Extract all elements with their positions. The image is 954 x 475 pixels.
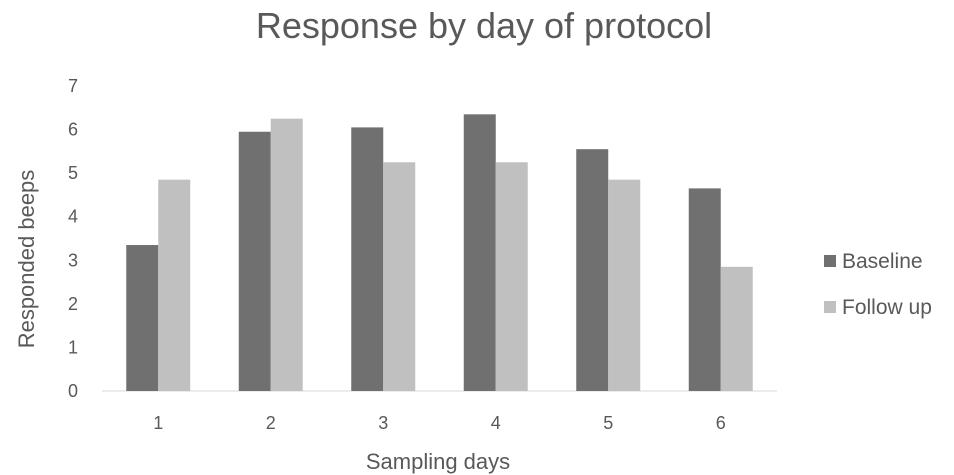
x-axis-title: Sampling days xyxy=(366,449,510,474)
bar-baseline xyxy=(576,149,609,391)
x-tick-label: 1 xyxy=(153,413,163,433)
y-axis-title: Responded beeps xyxy=(14,170,39,349)
x-tick-label: 3 xyxy=(378,413,388,433)
bar-follow-up xyxy=(383,162,416,391)
legend-swatch xyxy=(824,255,836,267)
bars xyxy=(126,114,753,392)
chart-title: Response by day of protocol xyxy=(256,5,712,46)
y-tick-label: 1 xyxy=(68,337,78,357)
y-tick-label: 7 xyxy=(68,76,78,96)
x-tick-label: 6 xyxy=(716,413,726,433)
x-axis-ticks: 1 2 3 4 5 6 xyxy=(153,413,726,433)
y-tick-label: 2 xyxy=(68,294,78,314)
bar-follow-up xyxy=(608,179,641,391)
legend: Baseline Follow up xyxy=(824,250,932,319)
y-axis-ticks: 0 1 2 3 4 5 6 7 xyxy=(68,76,78,401)
x-tick-label: 5 xyxy=(603,413,613,433)
bar-follow-up xyxy=(270,118,303,391)
bar-follow-up xyxy=(495,162,528,391)
bar-baseline xyxy=(688,188,721,391)
legend-swatch xyxy=(824,301,836,313)
bar-follow-up xyxy=(158,179,191,391)
y-tick-label: 6 xyxy=(68,120,78,140)
x-tick-label: 4 xyxy=(491,413,501,433)
bar-follow-up xyxy=(720,266,753,391)
legend-label: Follow up xyxy=(842,296,932,319)
y-tick-label: 5 xyxy=(68,163,78,183)
x-tick-label: 2 xyxy=(266,413,276,433)
y-tick-label: 3 xyxy=(68,250,78,270)
y-tick-label: 4 xyxy=(68,207,78,227)
bar-baseline xyxy=(238,131,271,391)
legend-label: Baseline xyxy=(842,250,923,273)
bar-baseline xyxy=(463,114,496,392)
y-tick-label: 0 xyxy=(68,381,78,401)
bar-baseline xyxy=(126,245,159,391)
bar-baseline xyxy=(351,127,384,392)
